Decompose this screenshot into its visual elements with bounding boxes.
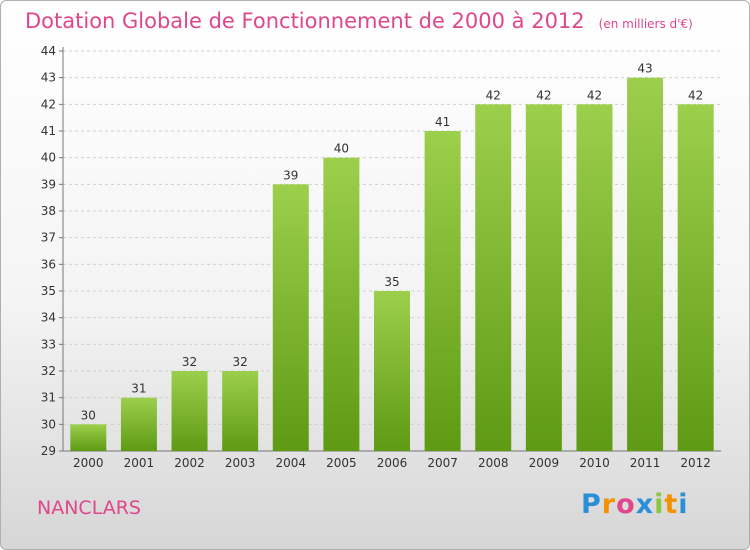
bar xyxy=(576,104,613,451)
y-tick-label: 44 xyxy=(41,44,56,58)
y-tick-label: 31 xyxy=(41,391,56,405)
bar xyxy=(424,131,461,451)
chart-title: Dotation Globale de Fonctionnement de 20… xyxy=(25,9,693,33)
bar xyxy=(475,104,512,451)
logo-letter: x xyxy=(635,489,655,520)
logo-letter: o xyxy=(616,489,636,520)
bar-value-label: 30 xyxy=(81,408,96,422)
y-tick-label: 34 xyxy=(41,311,56,325)
bar-value-label: 42 xyxy=(486,88,501,102)
x-tick-label: 2005 xyxy=(326,456,357,470)
bar xyxy=(677,104,714,451)
x-tick-label: 2010 xyxy=(579,456,610,470)
bar-value-label: 32 xyxy=(233,355,248,369)
x-tick-label: 2000 xyxy=(73,456,104,470)
title-text: Dotation Globale de Fonctionnement de 20… xyxy=(25,9,585,33)
bar-value-label: 40 xyxy=(334,142,349,156)
bar xyxy=(70,424,107,451)
bar-value-label: 43 xyxy=(637,62,652,76)
y-tick-label: 38 xyxy=(41,204,56,218)
logo-letter: i xyxy=(678,489,689,520)
y-tick-label: 32 xyxy=(41,364,56,378)
y-tick-label: 39 xyxy=(41,177,56,191)
y-tick-label: 30 xyxy=(41,417,56,431)
bar xyxy=(525,104,562,451)
bar xyxy=(222,371,259,451)
x-tick-label: 2001 xyxy=(124,456,155,470)
y-tick-label: 43 xyxy=(41,71,56,85)
y-tick-label: 40 xyxy=(41,151,56,165)
bar-value-label: 41 xyxy=(435,115,450,129)
bar xyxy=(323,157,360,451)
logo-letter: P xyxy=(581,489,602,520)
bar-value-label: 39 xyxy=(283,168,298,182)
bar-value-label: 42 xyxy=(536,88,551,102)
y-tick-label: 37 xyxy=(41,231,56,245)
logo-letter: r xyxy=(601,489,617,520)
x-tick-label: 2009 xyxy=(529,456,560,470)
bar xyxy=(374,291,410,451)
bar-value-label: 32 xyxy=(182,355,197,369)
x-tick-label: 2008 xyxy=(478,456,509,470)
bar-value-label: 31 xyxy=(131,382,146,396)
x-tick-label: 2011 xyxy=(630,456,661,470)
y-tick-label: 41 xyxy=(41,124,56,138)
bar xyxy=(627,77,664,452)
x-tick-label: 2007 xyxy=(427,456,458,470)
commune-name: NANCLARS xyxy=(37,497,141,519)
y-tick-label: 33 xyxy=(41,337,56,351)
x-tick-label: 2002 xyxy=(174,456,205,470)
bar xyxy=(120,397,157,451)
bar xyxy=(171,371,208,451)
x-tick-label: 2006 xyxy=(377,456,408,470)
logo-letter: i xyxy=(654,489,665,520)
bar xyxy=(272,184,309,452)
x-tick-label: 2004 xyxy=(275,456,306,470)
x-tick-label: 2003 xyxy=(225,456,256,470)
bar-value-label: 42 xyxy=(688,88,703,102)
bar-value-label: 42 xyxy=(587,88,602,102)
proxiti-logo: Proxiti xyxy=(581,489,689,520)
x-tick-label: 2012 xyxy=(680,456,711,470)
bar-value-label: 35 xyxy=(384,275,399,289)
y-tick-label: 29 xyxy=(41,444,56,458)
chart-subtitle: (en milliers d'€) xyxy=(598,17,693,31)
logo-letter: t xyxy=(664,489,679,520)
y-tick-label: 42 xyxy=(41,97,56,111)
y-tick-label: 35 xyxy=(41,284,56,298)
y-tick-label: 36 xyxy=(41,257,56,271)
